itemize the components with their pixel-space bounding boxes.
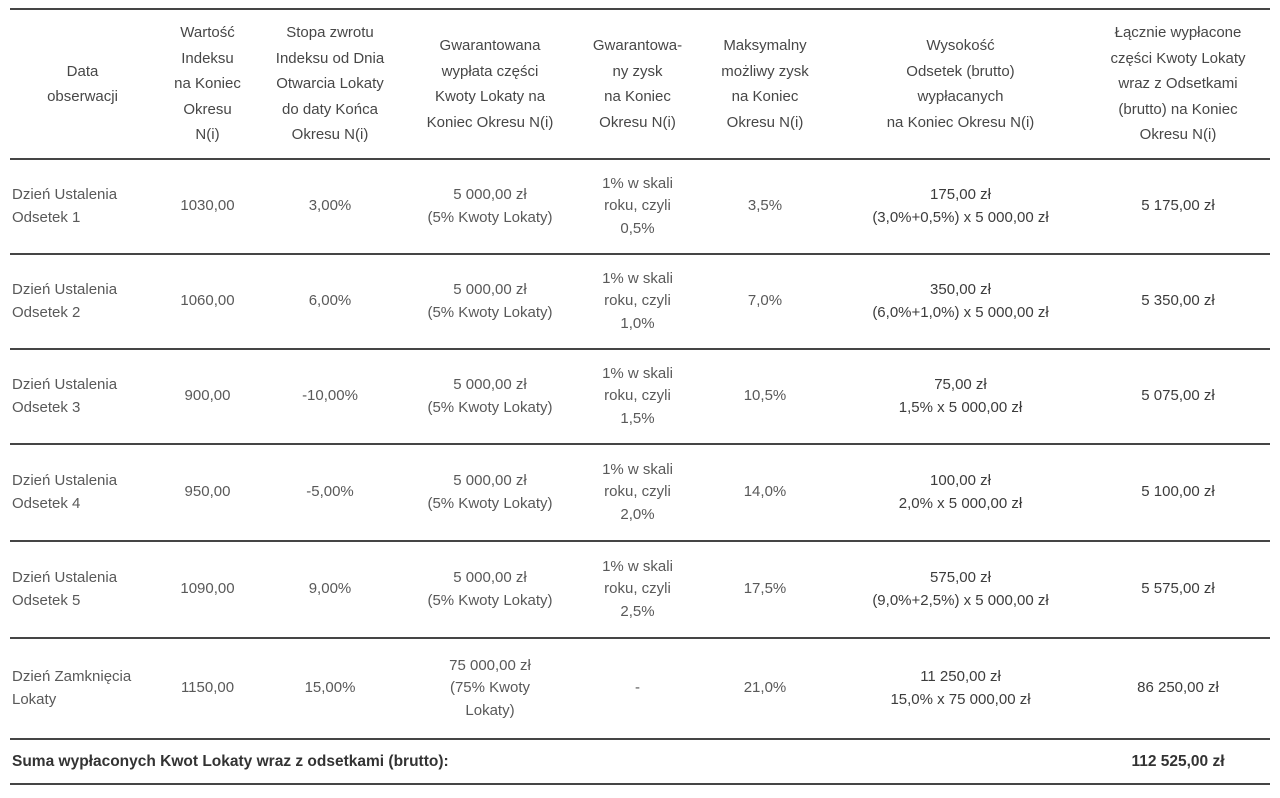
table-body: Dzień Ustalenia Odsetek 1 1030,00 3,00% … [10,159,1270,784]
table-row: Dzień Ustalenia Odsetek 4 950,00 -5,00% … [10,444,1270,541]
deposit-terms-table: Data obserwacji Wartość Indeksu na Konie… [10,8,1270,785]
cell-interest-amount: 75,00 zł 1,5% x 5 000,00 zł [898,376,1023,416]
cell-index-value: 1090,00 [180,580,235,598]
table-row: Dzień Ustalenia Odsetek 1 1030,00 3,00% … [10,159,1270,254]
cell-guaranteed-profit: - [635,679,640,697]
cell-max-profit: 3,5% [747,197,783,215]
header-wartosc-indeksu: Wartość Indeksu na Koniec Okresu N(i) [174,24,241,144]
cell-index-value: 1150,00 [180,679,235,697]
cell-total-paid: 5 100,00 zł [1141,483,1215,501]
cell-max-profit: 7,0% [747,292,783,310]
cell-index-value: 900,00 [184,387,231,405]
header-row: Data obserwacji Wartość Indeksu na Konie… [10,9,1270,159]
table-row: Dzień Zamknięcia Lokaty 1150,00 15,00% 7… [10,638,1270,739]
header-gwarantowany-zysk: Gwarantowa- ny zysk na Koniec Okresu N(i… [592,37,683,131]
cell-total-paid: 5 075,00 zł [1141,387,1215,405]
cell-index-value: 950,00 [184,483,231,501]
cell-guaranteed-payout: 75 000,00 zł (75% Kwoty Lokaty) [449,656,531,719]
cell-guaranteed-profit: 1% w skali roku, czyli 2,0% [602,460,673,523]
cell-index-value: 1060,00 [180,292,235,310]
table-row: Dzień Ustalenia Odsetek 5 1090,00 9,00% … [10,541,1270,638]
header-stopa-zwrotu: Stopa zwrotu Indeksu od Dnia Otwarcia Lo… [275,24,385,144]
cell-observation-date: Dzień Zamknięcia Lokaty [12,668,132,708]
cell-interest-amount: 175,00 zł (3,0%+0,5%) x 5 000,00 zł [872,186,1049,226]
total-row: Suma wypłaconych Kwot Lokaty wraz z odse… [10,739,1270,784]
cell-total-paid: 5 175,00 zł [1141,197,1215,215]
cell-return-rate: -5,00% [306,483,354,501]
table-row: Dzień Ustalenia Odsetek 2 1060,00 6,00% … [10,254,1270,349]
cell-total-paid: 86 250,00 zł [1137,679,1219,697]
cell-guaranteed-profit: 1% w skali roku, czyli 0,5% [602,174,673,237]
cell-guaranteed-payout: 5 000,00 zł (5% Kwoty Lokaty) [427,186,553,226]
cell-guaranteed-profit: 1% w skali roku, czyli 1,0% [602,269,673,332]
header-maksymalny-zysk: Maksymalny możliwy zysk na Koniec Okresu… [721,37,809,131]
cell-observation-date: Dzień Ustalenia Odsetek 2 [12,281,118,321]
cell-guaranteed-payout: 5 000,00 zł (5% Kwoty Lokaty) [427,376,553,416]
cell-interest-amount: 100,00 zł 2,0% x 5 000,00 zł [898,472,1023,512]
cell-interest-amount: 11 250,00 zł 15,0% x 75 000,00 zł [890,668,1031,708]
cell-return-rate: 6,00% [308,292,352,310]
cell-max-profit: 21,0% [743,679,787,697]
cell-index-value: 1030,00 [180,197,235,215]
header-wysokosc-odsetek: Wysokość Odsetek (brutto) wypłacanych na… [886,37,1035,131]
cell-total-paid: 5 575,00 zł [1141,580,1215,598]
cell-observation-date: Dzień Ustalenia Odsetek 4 [12,472,118,512]
cell-return-rate: 15,00% [304,679,356,697]
cell-observation-date: Dzień Ustalenia Odsetek 3 [12,376,118,416]
cell-return-rate: 3,00% [308,197,352,215]
cell-observation-date: Dzień Ustalenia Odsetek 1 [12,186,118,226]
cell-total-paid: 5 350,00 zł [1141,292,1215,310]
header-lacznie-wyplacone: Łącznie wypłacone części Kwoty Lokaty wr… [1110,24,1246,144]
cell-return-rate: 9,00% [308,580,352,598]
header-gwarantowana-wyplata: Gwarantowana wypłata części Kwoty Lokaty… [426,37,554,131]
table-row: Dzień Ustalenia Odsetek 3 900,00 -10,00%… [10,349,1270,444]
cell-guaranteed-profit: 1% w skali roku, czyli 2,5% [602,557,673,620]
cell-max-profit: 17,5% [743,580,787,598]
table-header: Data obserwacji Wartość Indeksu na Konie… [10,9,1270,159]
total-value: 112 525,00 zł [1131,752,1225,770]
cell-guaranteed-payout: 5 000,00 zł (5% Kwoty Lokaty) [427,281,553,321]
header-data-obserwacji: Data obserwacji [47,62,118,106]
cell-max-profit: 14,0% [743,483,787,501]
cell-interest-amount: 575,00 zł (9,0%+2,5%) x 5 000,00 zł [872,569,1049,609]
total-label: Suma wypłaconych Kwot Lokaty wraz z odse… [12,752,449,770]
cell-observation-date: Dzień Ustalenia Odsetek 5 [12,569,118,609]
cell-guaranteed-profit: 1% w skali roku, czyli 1,5% [602,364,673,427]
cell-guaranteed-payout: 5 000,00 zł (5% Kwoty Lokaty) [427,472,553,512]
cell-interest-amount: 350,00 zł (6,0%+1,0%) x 5 000,00 zł [872,281,1049,321]
cell-max-profit: 10,5% [743,387,787,405]
cell-guaranteed-payout: 5 000,00 zł (5% Kwoty Lokaty) [427,569,553,609]
cell-return-rate: -10,00% [302,387,358,405]
